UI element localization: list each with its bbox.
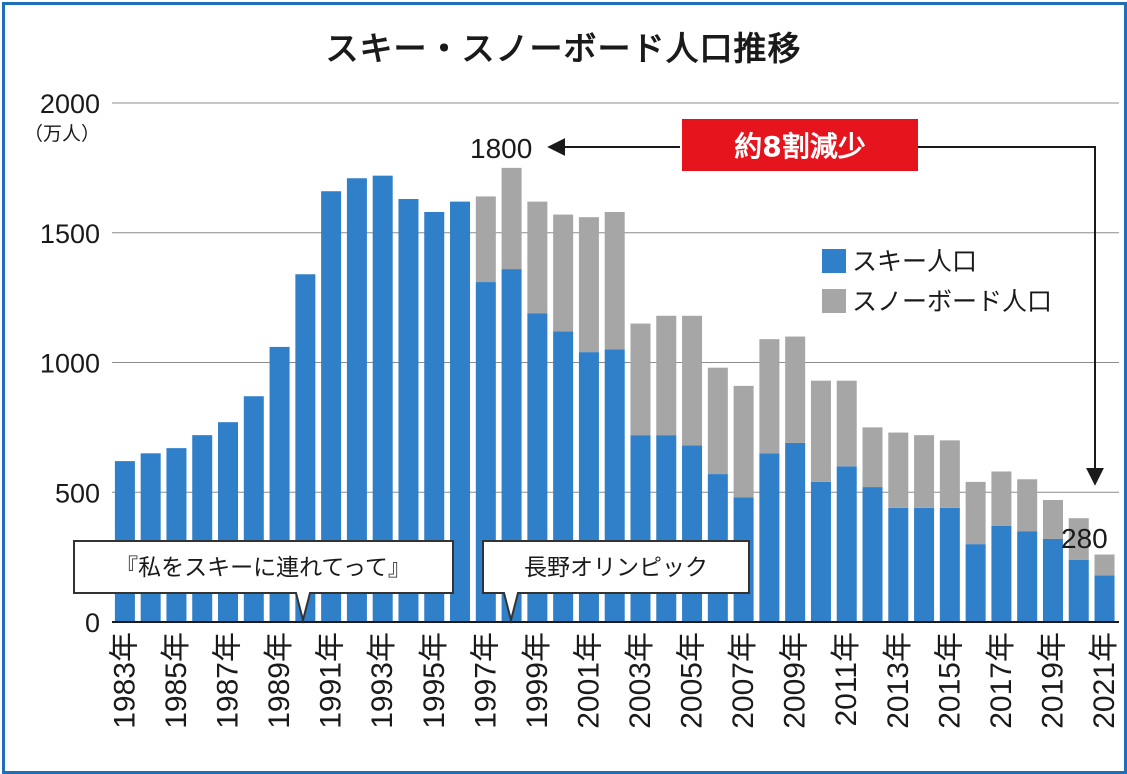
bar-ski	[295, 274, 316, 622]
bar-snowboard	[1094, 554, 1115, 576]
x-tick-label: 1999年	[521, 632, 554, 729]
end-value-label: 280	[1061, 523, 1108, 554]
bar-snowboard	[682, 315, 703, 446]
bar-ski	[682, 445, 703, 622]
legend-label-ski: スキー人口	[852, 247, 977, 276]
bar-snowboard	[785, 336, 806, 443]
bar-ski	[759, 453, 780, 622]
bar-ski	[140, 453, 161, 622]
event-callout-movie	[73, 540, 454, 624]
bar-ski	[475, 282, 496, 622]
bar-ski	[1042, 538, 1063, 622]
legend-label-snowboard: スノーボード人口	[852, 287, 1052, 316]
x-tick-label: 1995年	[418, 632, 451, 729]
change-highlight-label: 約8割減少	[734, 130, 865, 163]
x-tick-label: 2005年	[676, 632, 709, 729]
bar-ski	[501, 269, 522, 622]
bar-ski	[398, 199, 419, 622]
x-tick-label: 2019年	[1036, 632, 1069, 729]
x-tick-label: 2017年	[985, 632, 1018, 729]
bar-snowboard	[733, 385, 754, 498]
chart-title: スキー・スノーボード人口推移	[325, 29, 802, 68]
arrow-to-end	[918, 146, 1104, 486]
bar-ski	[372, 175, 393, 622]
x-tick-label: 1987年	[212, 632, 245, 729]
x-tick-label: 1985年	[160, 632, 193, 729]
x-tick-label: 1997年	[469, 632, 502, 729]
bar-snowboard	[475, 196, 496, 283]
bar-ski	[914, 507, 935, 622]
bar-ski	[810, 481, 831, 622]
bar-ski	[785, 442, 806, 622]
bar-snowboard	[914, 435, 935, 508]
x-tick-label: 2021年	[1088, 632, 1121, 729]
bar-ski	[836, 466, 857, 622]
y-tick-label: 2000	[40, 89, 100, 119]
bar-snowboard	[1017, 479, 1038, 532]
peak-value-label: 1800	[470, 133, 532, 164]
y-tick-label: 0	[85, 608, 100, 638]
bar-ski	[1017, 531, 1038, 622]
bar-ski	[965, 544, 986, 622]
bar-snowboard	[759, 339, 780, 454]
event-label-movie: 『私をスキーに連れてって』	[115, 555, 411, 581]
bar-ski	[321, 191, 342, 623]
x-tick-label: 2007年	[727, 632, 760, 729]
x-tick-label: 2013年	[882, 632, 915, 729]
bar-ski	[991, 525, 1012, 622]
x-tick-label: 2011年	[830, 632, 863, 727]
bar-ski	[1094, 575, 1115, 622]
x-tick-label: 1989年	[263, 632, 296, 729]
bar-ski	[346, 178, 367, 622]
bar-ski	[424, 211, 445, 623]
x-tick-label: 1993年	[366, 632, 399, 729]
x-tick-label: 2003年	[624, 632, 657, 729]
y-tick-label: 500	[55, 478, 100, 508]
y-tick-label: 1000	[40, 349, 100, 379]
bar-ski	[862, 487, 883, 622]
bar-snowboard	[553, 214, 574, 332]
x-tick-label: 1983年	[108, 632, 141, 729]
legend-swatch-snowboard	[822, 289, 846, 313]
bar-snowboard	[604, 211, 625, 350]
event-label-olympics: 長野オリンピック	[524, 555, 708, 581]
bar-ski	[450, 201, 471, 623]
bar-snowboard	[836, 380, 857, 467]
bar-snowboard	[939, 440, 960, 508]
bar-snowboard	[501, 167, 522, 270]
bar-snowboard	[527, 201, 548, 314]
bar-ski	[939, 507, 960, 622]
legend-swatch-ski	[822, 249, 846, 273]
y-tick-label: 1500	[40, 219, 100, 249]
bar-snowboard	[965, 481, 986, 545]
bar-snowboard	[1042, 500, 1063, 539]
event-callout-olympics	[482, 540, 750, 624]
bar-snowboard	[991, 471, 1012, 526]
bar-snowboard	[707, 367, 728, 475]
bar-ski	[1068, 559, 1089, 622]
bar-snowboard	[810, 380, 831, 482]
bar-snowboard	[1068, 518, 1089, 560]
bar-snowboard	[862, 427, 883, 488]
x-tick-label: 2001年	[572, 632, 605, 729]
bar-snowboard	[656, 315, 677, 436]
x-tick-label: 1991年	[315, 632, 348, 729]
x-tick-label: 2015年	[933, 632, 966, 729]
bar-snowboard	[888, 432, 909, 508]
y-axis-unit-label: （万人）	[24, 123, 100, 145]
bar-ski	[166, 448, 187, 622]
change-highlight-box	[682, 119, 918, 171]
bar-snowboard	[630, 323, 651, 436]
x-tick-label: 2009年	[779, 632, 812, 729]
bar-ski	[888, 507, 909, 622]
bar-snowboard	[578, 217, 599, 353]
